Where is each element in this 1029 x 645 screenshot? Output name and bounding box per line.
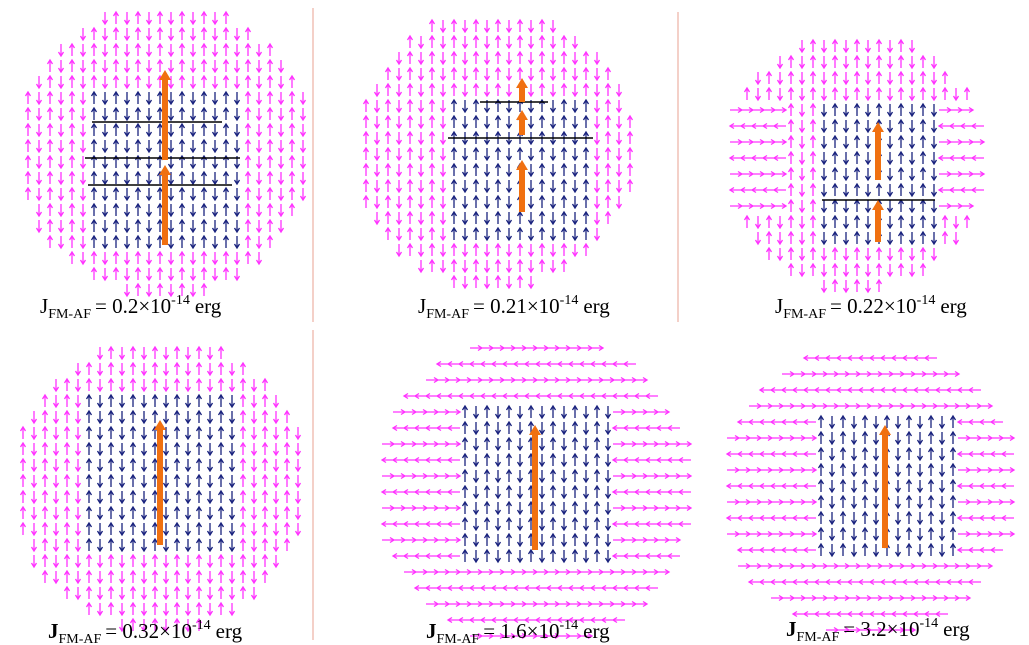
caption: JFM-AF= 1.6×10-14 erg — [426, 618, 610, 645]
value-text: = 1.6×10 — [483, 619, 559, 643]
value-text: = 0.22×10 — [830, 294, 917, 318]
panel: JFM-AF = 0.22×10-14 erg — [730, 40, 984, 322]
value-text: = 3.2×10 — [843, 617, 919, 641]
net-moment-head — [516, 78, 528, 88]
caption: JFM-AF = 0.2×10-14 erg — [40, 293, 222, 322]
net-moment-head — [159, 165, 171, 175]
outer-spins — [730, 40, 984, 292]
unit: erg — [940, 294, 967, 318]
panel: JFM-AF= 0.32×10-14 erg — [21, 347, 301, 645]
subscript: FM-AF — [783, 307, 826, 322]
figure: JFM-AF= 0.2×10-14ergJFM-AF= 0.21×10-14er… — [0, 0, 1029, 645]
symbol: J — [786, 617, 797, 641]
value-text: = 0.21×10 — [473, 294, 560, 318]
unit: erg — [195, 294, 222, 318]
value-text: = 0.32×10 — [105, 619, 192, 643]
outer-spins — [727, 356, 1014, 633]
exponent: -14 — [917, 293, 936, 308]
net-moment-head — [879, 425, 891, 435]
caption: JFM-AF = 0.22×10-14 erg — [775, 293, 967, 322]
symbol: J — [775, 294, 783, 318]
net-moment-head — [872, 122, 884, 132]
value-text: = 0.2×10 — [95, 294, 171, 318]
symbol: J — [426, 619, 437, 643]
net-moment-head — [159, 70, 171, 80]
subscript: FM-AF — [437, 632, 480, 645]
caption: JFM-AF= 3.2×10-14 erg — [786, 616, 970, 645]
exponent: -14 — [171, 293, 190, 308]
unit: erg — [216, 619, 243, 643]
exponent: -14 — [560, 293, 579, 308]
panel: JFM-AF= 1.6×10-14 erg — [382, 346, 691, 645]
unit: erg — [583, 619, 610, 643]
subscript: FM-AF — [48, 307, 91, 322]
subscript: FM-AF — [797, 630, 840, 645]
symbol: J — [418, 294, 426, 318]
subscript: FM-AF — [59, 632, 102, 645]
panel: JFM-AF = 0.21×10-14 erg — [364, 20, 633, 322]
exponent: -14 — [919, 616, 938, 631]
net-moment-head — [872, 200, 884, 210]
net-moment-head — [516, 160, 528, 170]
net-moment-head — [154, 420, 166, 430]
subscript: FM-AF — [426, 307, 469, 322]
symbol: J — [48, 619, 59, 643]
panel: JFM-AF = 0.2×10-14 erg — [26, 12, 306, 322]
caption: JFM-AF = 0.21×10-14 erg — [418, 293, 610, 322]
net-moment-head — [516, 110, 528, 120]
symbol: J — [40, 294, 48, 318]
exponent: -14 — [192, 618, 211, 633]
panel: JFM-AF= 3.2×10-14 erg — [727, 356, 1014, 645]
unit: erg — [583, 294, 610, 318]
unit: erg — [943, 617, 970, 641]
exponent: -14 — [559, 618, 578, 633]
caption: JFM-AF= 0.32×10-14 erg — [48, 618, 243, 645]
